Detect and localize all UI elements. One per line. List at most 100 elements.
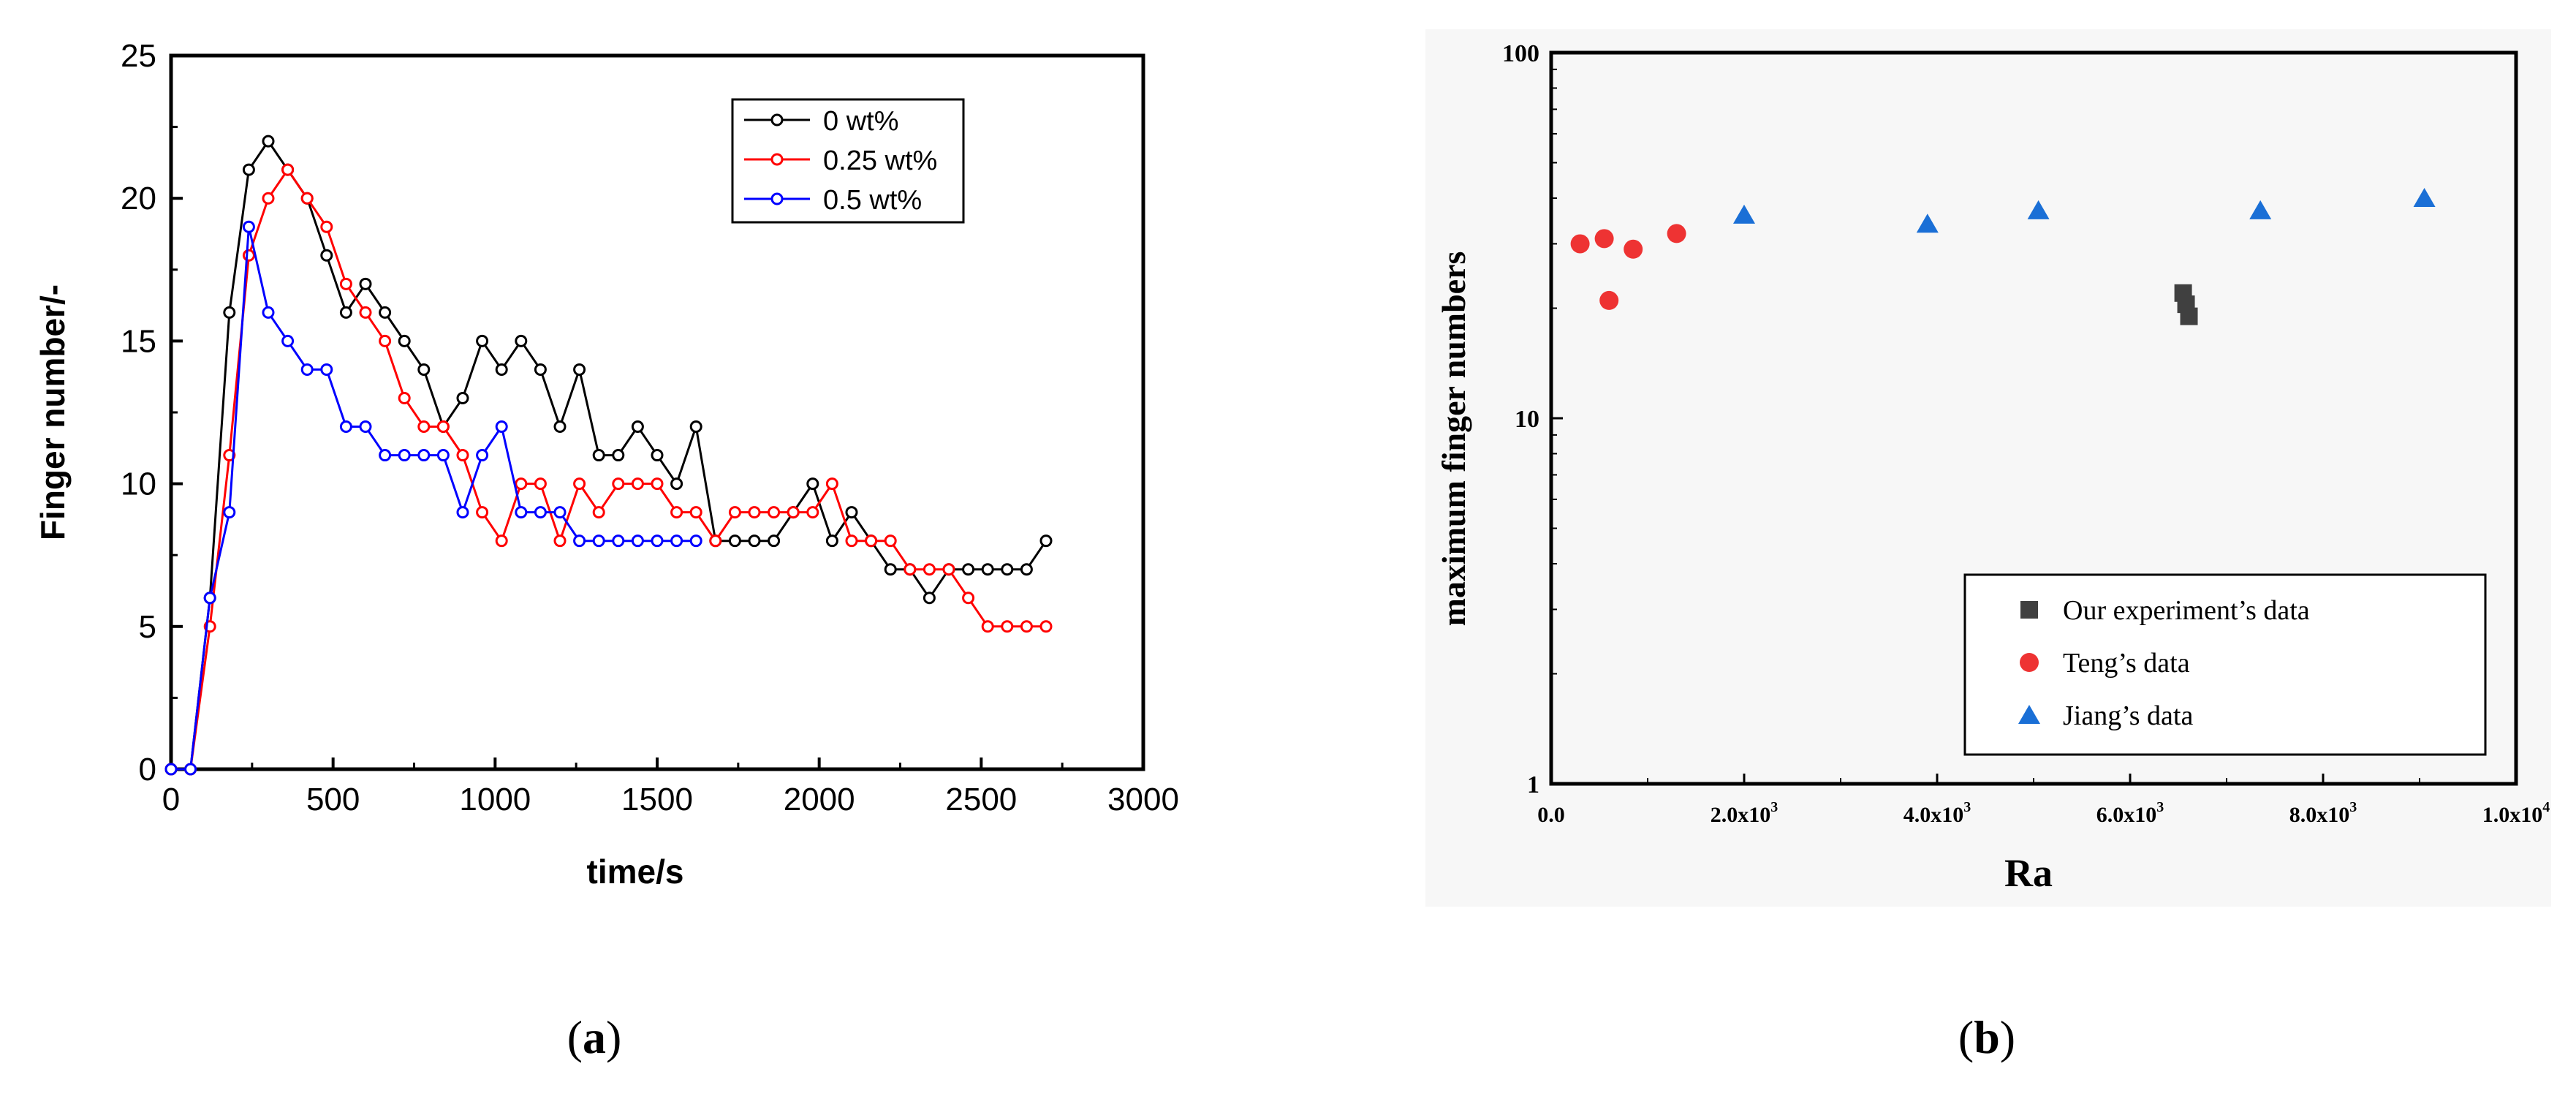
chart-a-data-point xyxy=(456,449,469,462)
chart-a-y-axis-label: Finger number/- xyxy=(34,284,72,540)
chart-a-plot-frame xyxy=(169,53,1145,771)
chart-b-data-point xyxy=(2413,187,2436,207)
chart-a-data-point xyxy=(476,449,489,462)
chart-a-data-point xyxy=(612,449,625,462)
chart-a-data-point xyxy=(184,763,197,776)
chart-b-series-group xyxy=(1570,187,2436,325)
chart-a-data-point xyxy=(417,420,431,434)
chart-a-x-tick-label: 500 xyxy=(306,782,360,817)
chart-a-data-point xyxy=(806,477,819,491)
chart-a-legend-label: 0.5 wt% xyxy=(823,185,922,216)
chart-b-legend-label: Teng’s data xyxy=(2063,648,2190,679)
chart-a-x-tick-label: 1000 xyxy=(459,782,531,817)
chart-a-legend-marker xyxy=(770,153,784,166)
chart-a-data-point xyxy=(379,334,392,347)
chart-a-data-point xyxy=(1039,534,1053,548)
chart-a-data-point xyxy=(728,506,741,519)
chart-b-legend-label: Jiang’s data xyxy=(2063,700,2193,731)
chart-a-series-line xyxy=(171,167,1046,771)
chart-a-data-point xyxy=(709,534,722,548)
chart-a-series-1 xyxy=(164,135,1053,776)
chart-a-data-point xyxy=(923,592,936,605)
chart-a-data-point xyxy=(1020,563,1033,576)
chart-a-data-point xyxy=(379,306,392,319)
chart-a-data-point xyxy=(1020,620,1033,633)
chart-a-data-point xyxy=(320,249,333,262)
chart-b-data-point xyxy=(1624,239,1643,259)
chart-a-x-tick-label: 1500 xyxy=(621,782,693,817)
chart-a-data-point xyxy=(223,449,236,462)
chart-a-data-point xyxy=(242,163,255,176)
chart-a-data-point xyxy=(320,363,333,376)
chart-b-data-point xyxy=(2180,307,2198,325)
chart-a-data-point xyxy=(398,334,411,347)
chart-b: 0.0 2.0x103 4.0x103 6.0x103 8.0x103 1.0x104 1 1… xyxy=(1425,29,2551,907)
chart-a-x-axis-label: time/s xyxy=(587,853,684,891)
chart-b-legend-marker xyxy=(2018,705,2040,724)
chart-a-data-point xyxy=(884,563,897,576)
chart-a-data-point xyxy=(417,449,431,462)
chart-a-data-point xyxy=(728,534,741,548)
chart-a-y-tick-label: 25 xyxy=(121,38,156,74)
chart-a-data-point xyxy=(262,306,275,319)
chart-a-legend-label: 0.25 wt% xyxy=(823,146,937,176)
chart-b-y-axis-label: maximum finger numbers xyxy=(1435,252,1472,627)
chart-a-data-point xyxy=(962,563,975,576)
caption-a-letter: a xyxy=(583,1011,606,1063)
chart-a-data-point xyxy=(262,135,275,148)
chart-a-data-point xyxy=(242,220,255,233)
chart-a-data-point xyxy=(1039,620,1053,633)
chart-b-ticks: 0.0 2.0x103 4.0x103 6.0x103 8.0x103 1.0x104 1 1… xyxy=(1502,40,2550,827)
chart-a-data-point xyxy=(651,449,664,462)
chart-a-data-point xyxy=(845,534,858,548)
chart-a-data-point xyxy=(515,477,528,491)
chart-b-legend: Our experiment’s data Teng’s data Jiang’s … xyxy=(1963,573,2487,756)
chart-a-data-point xyxy=(223,506,236,519)
chart-a-data-point xyxy=(417,363,431,376)
chart-a-data-point xyxy=(806,506,819,519)
chart-b-data-point xyxy=(1916,214,1939,233)
chart-b-legend-box xyxy=(1963,573,2487,756)
chart-b-y-tick-label: 100 xyxy=(1502,40,1539,67)
chart-a-data-point xyxy=(573,363,586,376)
chart-a-data-point xyxy=(612,477,625,491)
chart-a-data-point xyxy=(1001,563,1014,576)
chart-a-data-point xyxy=(573,477,586,491)
chart-b-data-point xyxy=(1667,224,1686,243)
chart-a-data-point xyxy=(592,534,605,548)
chart-b-data-point xyxy=(1570,234,1590,254)
chart-a-data-point xyxy=(748,534,761,548)
chart-a-data-point xyxy=(553,534,567,548)
chart-a-data-point xyxy=(981,620,994,633)
chart-a-data-point xyxy=(825,534,838,548)
chart-a-y-tick-label: 5 xyxy=(139,609,156,645)
chart-b-legend-marker xyxy=(2020,601,2038,619)
chart-b-data-point xyxy=(1594,229,1614,249)
chart-b-series-2 xyxy=(1570,224,1686,310)
chart-a-series-2 xyxy=(164,163,1053,776)
chart-b-y-tick-label: 10 xyxy=(1515,406,1539,433)
chart-a-y-tick-label: 0 xyxy=(139,752,156,787)
chart-a-data-point xyxy=(242,249,255,262)
chart-a-data-point xyxy=(1001,620,1014,633)
chart-a-data-point xyxy=(573,534,586,548)
chart-a-data-point xyxy=(631,534,644,548)
chart-a-data-point xyxy=(339,420,352,434)
chart-a-data-point xyxy=(359,420,372,434)
chart-a-data-point xyxy=(339,277,352,290)
chart-a-data-point xyxy=(456,506,469,519)
chart-a-data-point xyxy=(845,506,858,519)
chart-a-legend-label: 0 wt% xyxy=(823,106,898,137)
chart-a-data-point xyxy=(689,534,702,548)
chart-a-x-tick-label: 3000 xyxy=(1107,782,1179,817)
chart-b-x-axis-label: Ra xyxy=(2004,851,2053,895)
chart-b-x-tick-label: 8.0x103 xyxy=(2289,799,2357,827)
chart-a-data-point xyxy=(670,506,683,519)
chart-a-data-point xyxy=(768,534,781,548)
chart-a-data-point xyxy=(300,192,314,205)
chart-a-y-tick-label: 15 xyxy=(121,323,156,359)
chart-b-x-tick-label: 6.0x103 xyxy=(2096,799,2164,827)
caption-b: (b) xyxy=(1958,1011,2015,1063)
chart-a-series-3 xyxy=(164,220,702,776)
caption-b-letter: b xyxy=(1974,1011,2000,1063)
